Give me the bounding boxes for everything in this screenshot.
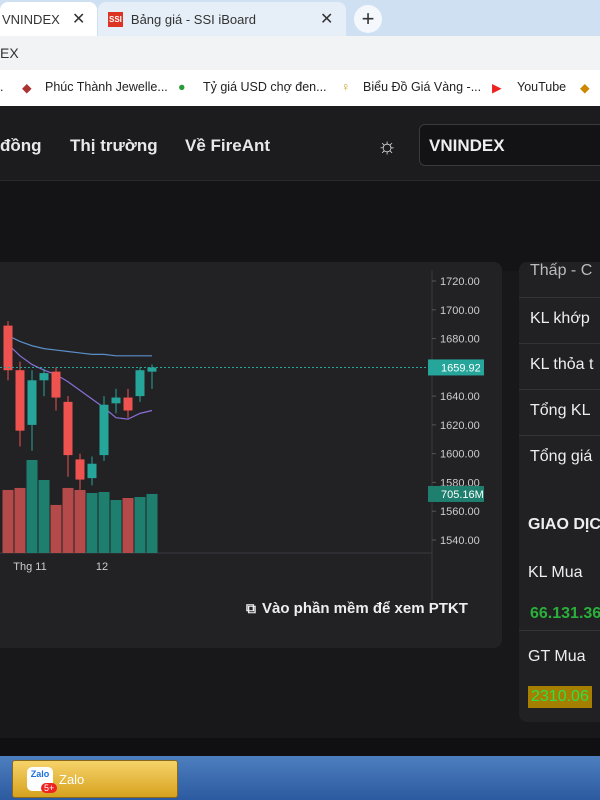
bookmark[interactable]: YouTube [517, 80, 567, 94]
candle-body [147, 367, 157, 372]
theme-toggle[interactable]: ☼ [377, 133, 398, 158]
candle-body [39, 373, 49, 381]
candle-body [15, 370, 25, 431]
ptkt-link[interactable]: ⧉ Vào phần mềm để xem PTKT [246, 600, 468, 617]
tab-title: Bảng giá - SSI iBoard [130, 11, 256, 27]
y-tick-label: 1700.00 [440, 305, 480, 317]
tab-icon: SSI [108, 11, 123, 27]
volume-bar [14, 487, 26, 553]
row-label: Tổng KL [530, 402, 591, 419]
tab[interactable]: SSI Bảng giá - SSI iBoard ✕ [98, 2, 346, 36]
panel-row: KL thỏa t [519, 344, 600, 390]
info-panel: Thấp - C KL khớp KL thỏa t Tổng KL Tổng … [519, 262, 600, 722]
link-text: Vào phần mềm để xem PTKT [262, 600, 468, 617]
candle-body [87, 463, 97, 479]
ma-line [7, 335, 152, 357]
nav-item[interactable]: Về FireAnt [185, 136, 271, 155]
y-tick-label: 1600.00 [440, 449, 480, 461]
bookmarks-bar: . ◆ Phúc Thành Jewelle... ● Tỷ giá USD c… [0, 70, 600, 107]
y-tick-label: 1640.00 [440, 391, 480, 403]
candle-body [63, 401, 73, 456]
nav-item[interactable]: Thị trường [70, 136, 158, 155]
volume-bar [110, 500, 122, 553]
candle-body [75, 459, 85, 480]
nav-item[interactable]: đồng [0, 136, 42, 155]
volume-label: 705.16M [441, 489, 484, 501]
candle-body [27, 380, 37, 425]
candle-body [135, 370, 145, 397]
x-tick-label: Thg 11 [13, 561, 46, 573]
volume-bar [50, 504, 62, 553]
volume-bar [74, 489, 86, 553]
bookmark-dot: . [0, 80, 4, 94]
x-tick-label: 12 [96, 561, 108, 573]
panel-row: KL khớp [519, 298, 600, 344]
app-name: Zalo [59, 772, 85, 787]
ma-line [7, 343, 153, 420]
candle-body [3, 325, 13, 371]
kl-mua-value: 66.131.36 [530, 605, 600, 622]
address-text: EX [0, 45, 19, 61]
taskbar-app[interactable]: Zalo 5+ Zalo [12, 760, 178, 798]
tab-bar: VNINDEX ✕ SSI Bảng giá - SSI iBoard ✕ + [0, 0, 600, 36]
bookmark-icon: ♀ [341, 80, 351, 94]
volume-bar [38, 480, 50, 553]
bookmark-icon: ◆ [22, 81, 32, 95]
tab[interactable]: VNINDEX ✕ [0, 2, 97, 36]
volume-bar [26, 460, 38, 553]
volume-bar [86, 492, 98, 553]
app-badge: 5+ [41, 783, 58, 793]
candle-body [99, 404, 109, 456]
kl-mua-label: KL Mua [528, 564, 583, 581]
y-tick-label: 1720.00 [440, 276, 480, 288]
link-icon: ⧉ [246, 600, 256, 616]
divider [519, 630, 600, 631]
bookmark-icon: ● [178, 80, 186, 94]
address-bar[interactable]: EX [0, 36, 600, 70]
last-price-label: 1659.92 [441, 362, 481, 374]
last-price-tag [428, 359, 484, 376]
banner-area [0, 181, 600, 271]
tab-close[interactable]: ✕ [320, 11, 334, 28]
bookmark[interactable]: Tỷ giá USD chợ đen... [203, 80, 327, 94]
new-tab-button[interactable]: + [354, 5, 382, 33]
bookmark[interactable]: Biểu Đồ Giá Vàng -... [363, 80, 482, 94]
panel-row: Tổng KL [519, 390, 600, 436]
tab-close[interactable]: ✕ [72, 11, 86, 28]
page-footer [0, 738, 600, 756]
chart-card [0, 262, 502, 648]
volume-tag [428, 485, 484, 502]
y-tick-label: 1620.00 [440, 420, 480, 432]
tab-title: VNINDEX [2, 11, 60, 27]
volume-bar [122, 498, 134, 553]
volume-bar [62, 487, 74, 553]
search-box[interactable]: VNINDEX [419, 124, 600, 166]
candle-body [123, 397, 133, 411]
y-tick-label: 1560.00 [440, 506, 480, 518]
section-title: GIAO DỊC [528, 516, 600, 533]
candle-body [111, 397, 121, 404]
row-label: KL thỏa t [530, 356, 594, 373]
volume-bar [2, 489, 14, 553]
volume-bar [146, 493, 158, 553]
row-label: Tổng giá [530, 448, 593, 465]
candle-body [51, 371, 61, 398]
volume-bar [134, 496, 146, 553]
bookmark[interactable]: Phúc Thành Jewelle... [45, 80, 168, 94]
y-tick-label: 1680.00 [440, 334, 480, 346]
gt-mua-value: 2310.06 [528, 686, 592, 708]
row-label: Thấp - C [530, 262, 593, 279]
chart: 1720.00 1700.00 1680.00 1640.00 1620.00 1600.… [0, 270, 484, 600]
search-text: VNINDEX [429, 136, 505, 155]
volume-bar [98, 491, 110, 553]
y-tick-label: 1540.00 [440, 535, 480, 547]
bookmark-icon: ▶ [492, 81, 502, 95]
row-label: KL khớp [530, 310, 590, 327]
gt-mua-label: GT Mua [528, 648, 586, 665]
panel-row: Thấp - C [519, 262, 600, 298]
panel-row: Tổng giá [519, 436, 600, 482]
bookmark-icon: ◆ [580, 81, 590, 95]
